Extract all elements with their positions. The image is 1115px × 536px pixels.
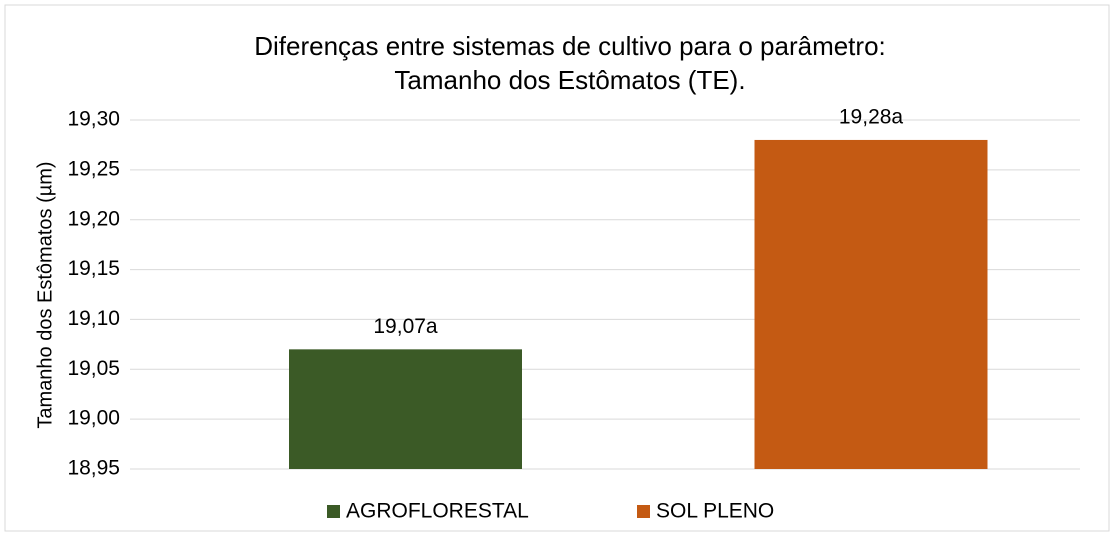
data-label: 19,28a [839,105,904,128]
chart-title: Tamanho dos Estômatos (TE). [394,65,745,95]
y-tick-label: 19,30 [67,108,120,131]
y-tick-label: 19,25 [67,157,120,180]
y-tick-label: 18,95 [67,457,120,480]
y-axis-label: Tamanho dos Estômatos (µm) [34,161,56,428]
data-label: 19,07a [373,315,438,338]
y-tick-label: 19,05 [67,357,120,380]
legend-swatch [327,505,340,518]
bar [289,349,522,469]
legend-label: AGROFLORESTAL [346,500,529,523]
chart-title: Diferenças entre sistemas de cultivo par… [254,31,886,61]
y-tick-label: 19,20 [67,207,120,230]
y-tick-label: 19,15 [67,257,120,280]
y-tick-label: 19,00 [67,407,120,430]
bar [754,139,988,469]
y-tick-label: 19,10 [67,307,120,330]
legend-label: SOL PLENO [656,500,774,523]
legend-swatch [637,505,650,518]
